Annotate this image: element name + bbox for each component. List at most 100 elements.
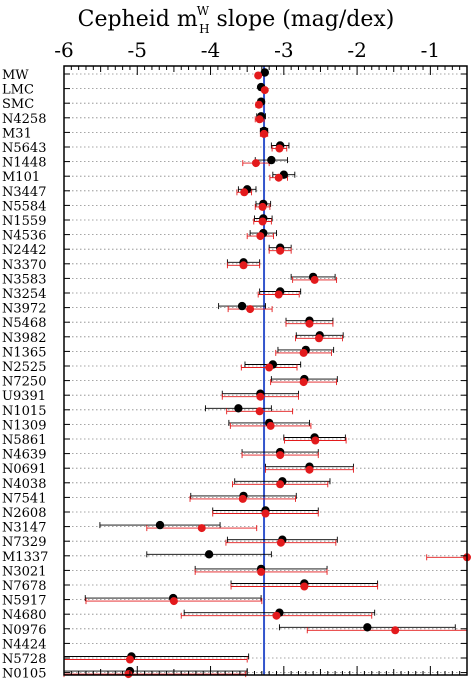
title-part-2: slope (mag/dex) [210, 7, 395, 32]
category-label: U9391 [2, 389, 46, 404]
data-point-red [255, 115, 264, 124]
category-label: N3370 [2, 258, 46, 273]
data-point-black [155, 520, 165, 530]
category-label: N4258 [2, 112, 46, 127]
data-point-red [299, 348, 308, 357]
data-point-red [272, 611, 281, 620]
category-label: MW [2, 68, 29, 83]
data-point-red [254, 71, 263, 80]
category-label: N2525 [2, 360, 46, 375]
data-point-black [363, 623, 372, 632]
category-label: N4639 [2, 448, 46, 463]
category-label: N3021 [2, 564, 46, 579]
title-superscript: W [197, 4, 210, 18]
x-tick-label: -3 [274, 38, 293, 62]
x-tick-label: -5 [128, 38, 147, 62]
data-point-red [258, 202, 267, 211]
data-point-red [265, 363, 274, 372]
category-label: N2442 [2, 243, 46, 258]
category-label: N5584 [2, 199, 46, 214]
category-label: N0691 [2, 462, 46, 477]
category-label: N5468 [2, 316, 46, 331]
data-point-red [311, 436, 320, 445]
data-point-red [258, 217, 267, 226]
data-point-red [305, 465, 314, 474]
data-point-red [256, 392, 265, 401]
category-label: N1309 [2, 418, 46, 433]
category-label: N0976 [2, 623, 46, 638]
data-point-red [266, 421, 275, 430]
category-label: SMC [2, 97, 34, 112]
errorbar-layer [63, 69, 468, 678]
data-point-red [255, 407, 264, 416]
category-label: N2608 [2, 506, 46, 521]
data-point-red [124, 670, 133, 679]
data-point-red [238, 494, 247, 503]
data-point-red [310, 275, 319, 284]
data-point-red [125, 655, 134, 664]
x-tick-label: -2 [347, 38, 366, 62]
axis-layer: -6 -5 -4 -3 -2 -1 [54, 38, 468, 676]
category-label: N4038 [2, 477, 46, 492]
category-label: M1337 [2, 550, 48, 565]
data-point-red [299, 378, 308, 387]
category-label: N5728 [2, 652, 46, 667]
category-label: N0105 [2, 667, 46, 682]
category-label: N3254 [2, 287, 46, 302]
data-point-red [239, 261, 248, 270]
category-label: N4424 [2, 637, 46, 652]
data-point-black [204, 550, 214, 559]
data-point-red [260, 129, 269, 138]
category-label: N4536 [2, 229, 46, 244]
data-point-red [246, 305, 255, 314]
data-point-red [169, 597, 178, 606]
category-label: N7250 [2, 375, 46, 390]
category-label: N3147 [2, 521, 46, 536]
data-point-red [391, 626, 400, 635]
data-point-red [274, 173, 283, 182]
category-label: N5643 [2, 141, 46, 156]
data-point-black [267, 155, 276, 165]
data-point-red [275, 144, 284, 153]
plot-frame [63, 65, 468, 676]
x-tick-label: -6 [54, 38, 73, 62]
data-point-red [251, 159, 260, 168]
data-point-red [300, 582, 309, 591]
category-label: N5917 [2, 594, 46, 609]
data-point-red [276, 246, 285, 255]
x-tick-label: -1 [421, 38, 440, 62]
category-label: M31 [2, 126, 32, 141]
category-label: LMC [2, 83, 34, 98]
title-part-1: Cepheid m [78, 7, 198, 32]
category-label: N1559 [2, 214, 46, 229]
data-point-red [197, 524, 206, 533]
chart-title: Cepheid mW H slope (mag/dex) [78, 4, 395, 36]
category-label: N3447 [2, 185, 46, 200]
data-point-black [260, 68, 269, 77]
category-label: N3982 [2, 331, 46, 346]
category-label: N7541 [2, 491, 46, 506]
title-subscript: H [199, 22, 209, 36]
data-point-red [276, 538, 285, 547]
data-point-red [314, 334, 323, 343]
data-point-red [260, 86, 269, 95]
data-point-red [276, 451, 285, 460]
data-point-red [240, 188, 249, 197]
category-label: N1448 [2, 156, 46, 171]
category-label: N4680 [2, 608, 46, 623]
point-layer [124, 68, 471, 679]
category-label: N3972 [2, 302, 46, 317]
category-label: N3583 [2, 272, 46, 287]
data-point-black [237, 301, 247, 311]
data-point-red [305, 319, 314, 328]
category-label: N7678 [2, 579, 46, 594]
grid-layer [64, 73, 467, 673]
category-label-layer: MWLMCSMCN4258M31N5643N1448M101N3447N5584… [2, 68, 48, 682]
x-tick-label: -4 [201, 38, 220, 62]
data-point-red [254, 100, 263, 109]
data-point-red [257, 567, 266, 576]
category-label: N7329 [2, 535, 46, 550]
category-label: N1365 [2, 345, 46, 360]
category-label: N1015 [2, 404, 46, 419]
